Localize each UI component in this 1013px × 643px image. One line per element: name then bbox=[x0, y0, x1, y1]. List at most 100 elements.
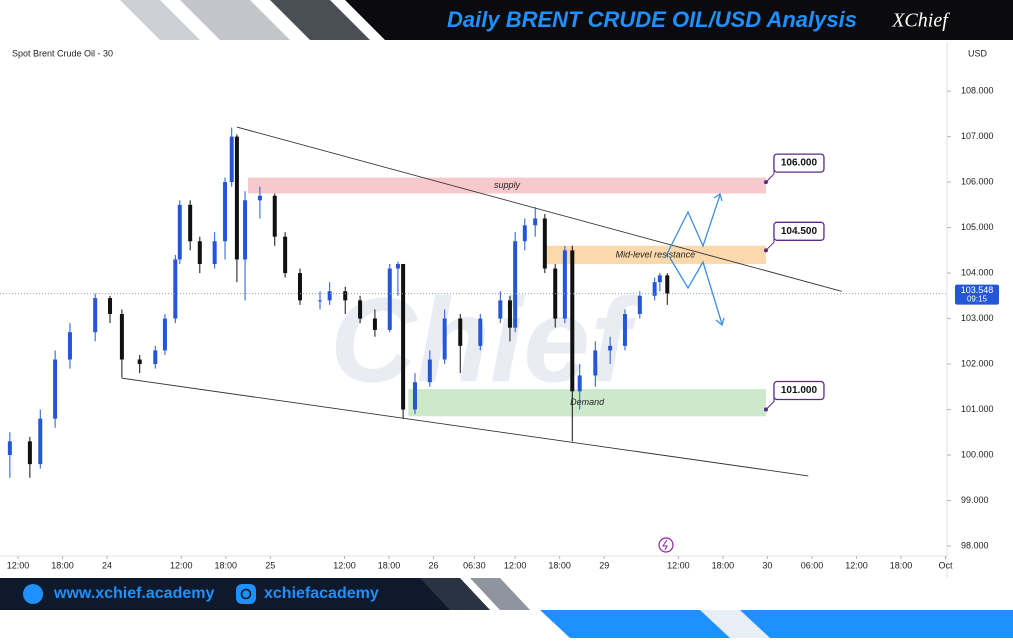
zone bbox=[544, 245, 766, 264]
candle-body bbox=[153, 350, 158, 365]
y-tick-label: 106.000 bbox=[961, 176, 994, 186]
y-tick-label: 107.000 bbox=[961, 131, 994, 141]
x-tick-label: 18:00 bbox=[712, 560, 735, 570]
x-tick-label: 25 bbox=[265, 560, 275, 570]
arrow-head bbox=[713, 192, 723, 202]
header-band bbox=[345, 0, 1013, 40]
last-price-label: 103.548 bbox=[961, 285, 994, 295]
watermark: Chief bbox=[330, 274, 640, 408]
candle-body bbox=[570, 250, 575, 392]
candle-body bbox=[593, 350, 598, 376]
stripe bbox=[700, 610, 770, 638]
callout-label: 106.000 bbox=[781, 158, 818, 169]
stripe bbox=[270, 0, 370, 40]
candle-body bbox=[67, 332, 72, 360]
candle-body bbox=[387, 268, 392, 330]
x-tick-label: 12:00 bbox=[170, 560, 193, 570]
x-tick-label: 12:00 bbox=[504, 560, 527, 570]
trendline bbox=[236, 126, 842, 292]
stripe bbox=[540, 610, 1013, 638]
candle-body bbox=[197, 241, 202, 264]
stripe bbox=[180, 0, 290, 40]
candle-body bbox=[577, 375, 582, 392]
candle-body bbox=[372, 318, 377, 330]
globe-icon bbox=[23, 584, 43, 604]
candle-body bbox=[212, 241, 217, 264]
candle-body bbox=[173, 259, 178, 319]
x-tick-label: 30 bbox=[762, 560, 772, 570]
candle-body bbox=[652, 282, 657, 296]
last-price-tag bbox=[955, 284, 999, 305]
callout-box bbox=[773, 380, 825, 401]
projections bbox=[664, 192, 725, 327]
candle-body bbox=[657, 275, 662, 283]
candle-body bbox=[53, 359, 58, 419]
y-tick-label: 103.000 bbox=[961, 313, 994, 323]
candle-body bbox=[533, 218, 538, 226]
candle-body bbox=[108, 298, 113, 315]
candle-body bbox=[318, 300, 323, 302]
candle-body bbox=[498, 300, 503, 319]
callout-dot bbox=[763, 248, 768, 253]
candle-body bbox=[327, 291, 332, 301]
x-tick-label: 12:00 bbox=[333, 560, 356, 570]
chart-title: Spot Brent Crude Oil - 30 bbox=[12, 48, 113, 58]
candle-body bbox=[522, 225, 527, 242]
x-tick-label: 18:00 bbox=[51, 560, 74, 570]
y-tick-label: 101.000 bbox=[961, 404, 994, 414]
y-tick-label: 108.000 bbox=[961, 86, 994, 96]
y-tick-label: 104.000 bbox=[961, 267, 994, 277]
header-title: Daily BRENT CRUDE OIL/USD Analysis bbox=[447, 7, 857, 32]
candle-body bbox=[93, 298, 98, 333]
projection-up bbox=[664, 194, 721, 259]
candle-body bbox=[272, 195, 277, 237]
candle-body bbox=[243, 200, 248, 260]
x-tick-label: 29 bbox=[599, 560, 609, 570]
x-tick-label: 06:30 bbox=[463, 560, 486, 570]
x-tick-label: 12:00 bbox=[667, 560, 690, 570]
candle-body bbox=[137, 359, 142, 365]
candle-body bbox=[458, 318, 463, 346]
zone-label: Demand bbox=[570, 397, 605, 407]
logo: XChief bbox=[891, 10, 950, 32]
zone-label: Mid-level resistance bbox=[616, 249, 696, 259]
x-tick-label: 12:00 bbox=[7, 560, 30, 570]
candle-body bbox=[665, 275, 670, 294]
callout-dot bbox=[763, 407, 768, 412]
zone bbox=[248, 177, 766, 194]
x-tick-label: Oct bbox=[939, 560, 954, 570]
candle-body bbox=[412, 382, 417, 410]
candle-body bbox=[38, 418, 43, 465]
alert-icon bbox=[658, 537, 674, 553]
x-tick-label: 18:00 bbox=[548, 560, 571, 570]
candle-body bbox=[562, 250, 567, 319]
candle-body bbox=[27, 441, 32, 465]
y-tick-label: 105.000 bbox=[961, 222, 994, 232]
x-tick-label: 18:00 bbox=[378, 560, 401, 570]
candle-body bbox=[119, 314, 124, 360]
candle-body bbox=[608, 345, 613, 351]
header: Daily BRENT CRUDE OIL/USD Analysis XChie… bbox=[120, 0, 1013, 40]
candle-body bbox=[188, 204, 193, 242]
candle-body bbox=[637, 295, 642, 315]
candle-body bbox=[297, 273, 302, 301]
candle-body bbox=[478, 318, 483, 346]
x-tick-label: 26 bbox=[429, 560, 439, 570]
countdown: 09:15 bbox=[967, 295, 988, 304]
candle-body bbox=[401, 263, 406, 410]
x-tick-label: 24 bbox=[102, 560, 112, 570]
candle-body bbox=[507, 300, 512, 328]
stripe bbox=[420, 578, 490, 610]
candle-body bbox=[257, 195, 262, 201]
candle-body bbox=[283, 236, 288, 274]
x-tick-label: 18:00 bbox=[215, 560, 238, 570]
candle-body bbox=[223, 182, 228, 242]
zone-label: supply bbox=[494, 180, 521, 190]
x-tick-label: 12:00 bbox=[845, 560, 868, 570]
social: xchiefacademy bbox=[264, 585, 379, 602]
zone bbox=[408, 389, 766, 417]
candle-body bbox=[358, 300, 363, 319]
candle-body bbox=[229, 136, 234, 183]
projection-down bbox=[669, 257, 723, 325]
